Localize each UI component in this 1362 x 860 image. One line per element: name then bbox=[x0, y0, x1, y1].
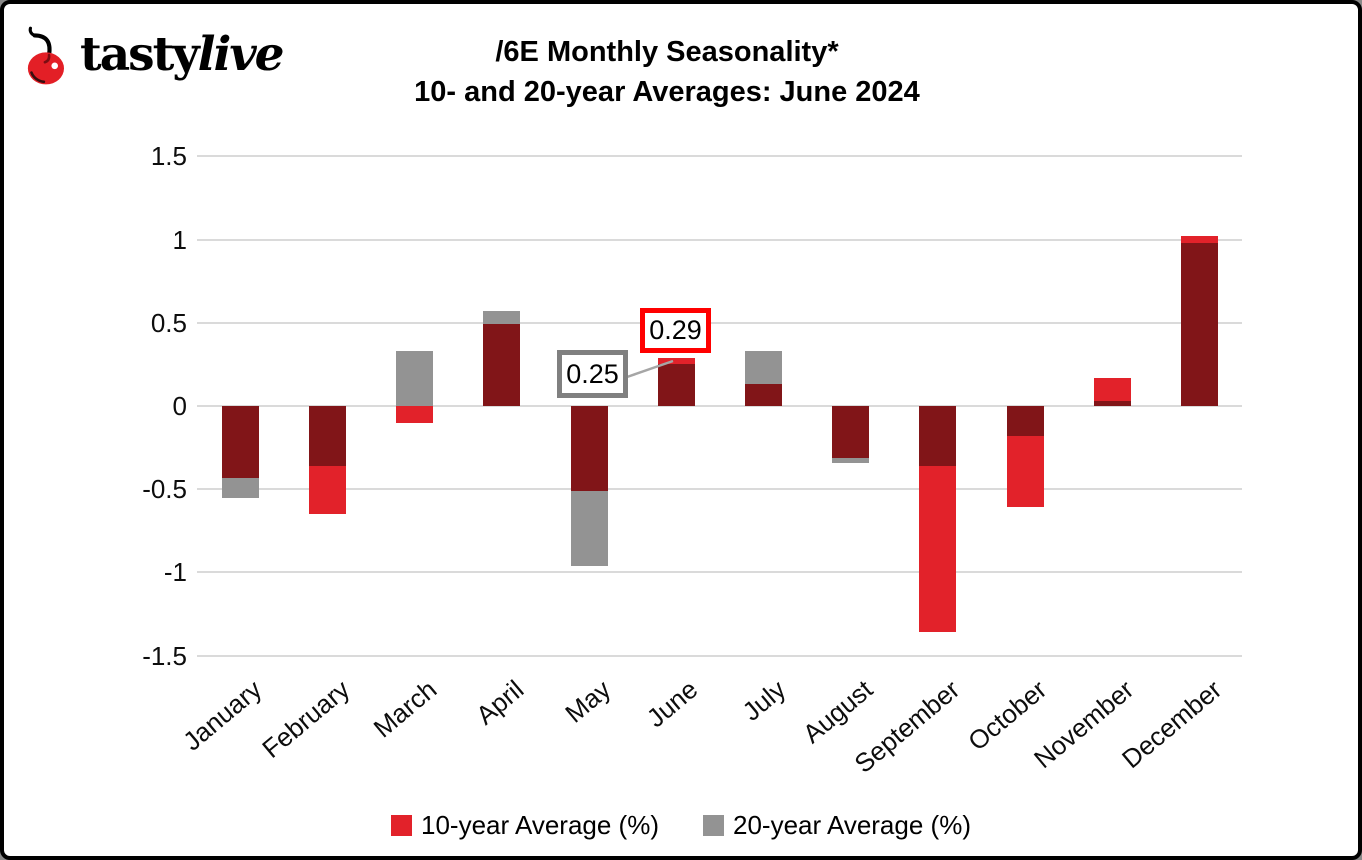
bar-october-overlap bbox=[1006, 406, 1044, 436]
bar-august-overlap bbox=[832, 406, 870, 458]
gridline-1.5 bbox=[197, 155, 1242, 158]
bar-september-overlap bbox=[919, 406, 957, 466]
bar-march-20yr bbox=[396, 351, 434, 406]
legend-item-10yr: 10-year Average (%) bbox=[391, 810, 659, 840]
bar-march-10yr bbox=[396, 406, 434, 423]
bar-december-10yr bbox=[1181, 236, 1218, 243]
bar-may-overlap bbox=[570, 406, 608, 491]
legend-swatch-20yr bbox=[703, 814, 724, 836]
june-20yr-value: 0.25 bbox=[566, 358, 619, 389]
chart-title: /6E Monthly Seasonality* 10- and 20-year… bbox=[414, 32, 920, 112]
bar-february-10yr bbox=[309, 465, 346, 515]
gridline-1 bbox=[197, 238, 1242, 241]
legend-label-20yr: 20-year Average (%) bbox=[733, 810, 971, 840]
bar-january-overlap bbox=[221, 406, 259, 478]
bar-november-10yr bbox=[1093, 377, 1131, 401]
gridline--0.5 bbox=[197, 488, 1242, 491]
brand-tasty: tasty bbox=[80, 27, 200, 82]
bar-october-10yr bbox=[1006, 435, 1044, 508]
cherry-icon bbox=[27, 26, 64, 85]
bar-june-overlap bbox=[657, 364, 695, 406]
june-10yr-value: 0.29 bbox=[649, 315, 702, 345]
cherry-body bbox=[27, 52, 64, 85]
bar-april-20yr bbox=[483, 311, 521, 325]
bar-december-overlap bbox=[1181, 242, 1218, 406]
bar-november-overlap bbox=[1093, 401, 1131, 406]
gridline-0.5 bbox=[197, 321, 1242, 324]
brand-wordmark: tastylive bbox=[80, 23, 285, 87]
bar-january-20yr bbox=[221, 477, 259, 498]
y-tick-label--0.5: -0.5 bbox=[142, 474, 187, 505]
bar-august-20yr bbox=[832, 457, 870, 463]
gridline-0 bbox=[197, 405, 1242, 407]
bar-april-overlap bbox=[483, 324, 521, 406]
bar-july-20yr bbox=[745, 351, 782, 385]
legend-item-20yr: 20-year Average (%) bbox=[703, 810, 971, 840]
y-tick-label-0: 0 bbox=[172, 391, 187, 421]
y-tick-label-0.5: 0.5 bbox=[150, 307, 187, 338]
y-tick-label-1.5: 1.5 bbox=[150, 141, 187, 172]
june-20yr-value-callout: 0.25 bbox=[557, 350, 628, 398]
chart-title-line1: /6E Monthly Seasonality* bbox=[495, 36, 839, 68]
y-tick-label--1.5: -1.5 bbox=[142, 640, 187, 671]
legend-swatch-10yr bbox=[391, 814, 413, 836]
bar-july-overlap bbox=[745, 384, 782, 406]
y-tick-label--1: -1 bbox=[163, 557, 187, 588]
y-tick-label-1: 1 bbox=[172, 224, 187, 255]
legend: 10-year Average (%) 20-year Average (%) bbox=[4, 810, 1358, 840]
chart-title-line2: 10- and 20-year Averages: June 2024 bbox=[414, 76, 920, 108]
legend-label-10yr: 10-year Average (%) bbox=[421, 810, 659, 840]
tastylive-logo: tastylive bbox=[22, 20, 285, 90]
brand-live: live bbox=[197, 27, 285, 82]
gridline--1 bbox=[197, 571, 1242, 574]
cherry-highlight bbox=[51, 62, 59, 70]
bar-september-10yr bbox=[919, 465, 957, 633]
bar-june-10yr bbox=[657, 357, 695, 365]
bar-february-overlap bbox=[309, 406, 346, 466]
gridline--1.5 bbox=[197, 654, 1242, 657]
plot-area: 1.5 1 0.5 0 -0.5 -1 -1.5 January February March Ap… bbox=[4, 4, 1358, 856]
bar-may-20yr bbox=[570, 490, 608, 566]
june-10yr-value-callout: 0.29 bbox=[640, 308, 711, 353]
